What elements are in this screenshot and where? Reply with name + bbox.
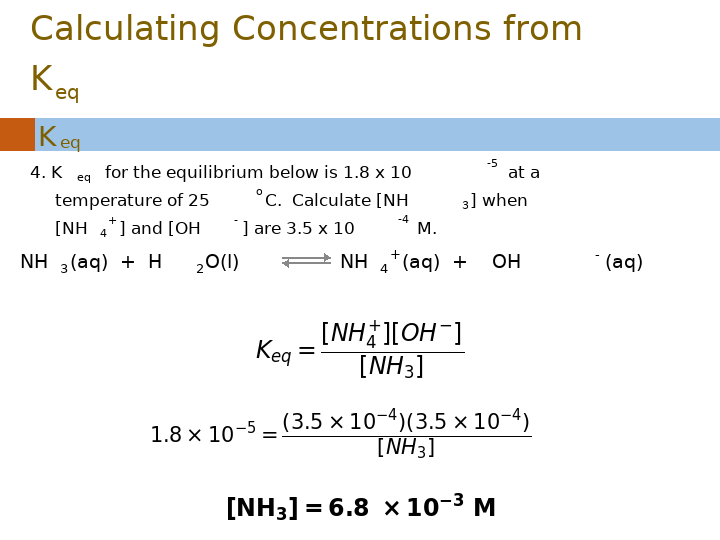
Text: $\mathbf{[NH_3] = 6.8\ \times 10^{-3}\ M}$: $\mathbf{[NH_3] = 6.8\ \times 10^{-3}\ M…	[225, 492, 495, 524]
Text: $\mathit{1.8 \times 10^{-5}} = \dfrac{(3.5 \times 10^{-4})(3.5 \times 10^{-4})}{: $\mathit{1.8 \times 10^{-5}} = \dfrac{(3…	[148, 408, 531, 462]
Text: $\mathit{K}_{eq} = \dfrac{[\mathit{NH}_4^{+}][\mathit{OH}^{-}]}{[\mathit{NH}_3]}: $\mathit{K}_{eq} = \dfrac{[\mathit{NH}_4…	[256, 319, 464, 381]
